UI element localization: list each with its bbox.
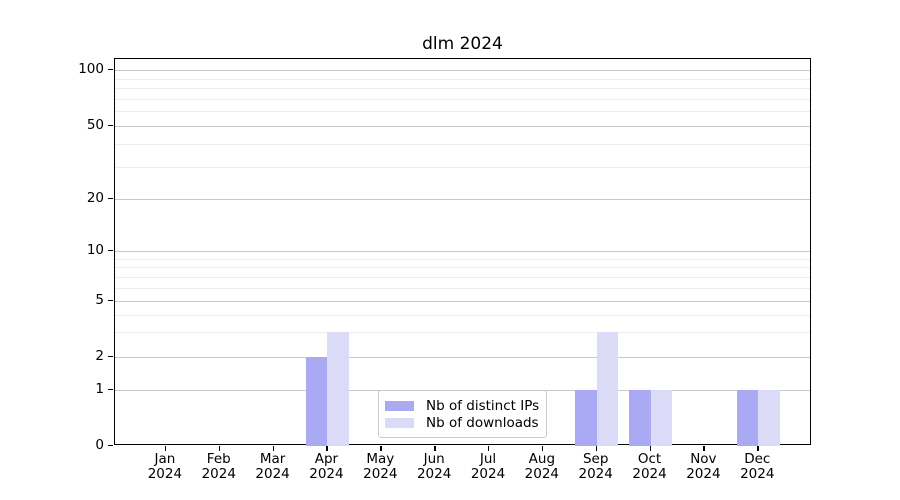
legend-entry-distinct-ips: Nb of distinct IPs <box>385 397 540 415</box>
x-tick-label: Feb 2024 <box>201 451 236 482</box>
bar-distinct-ips <box>736 389 759 446</box>
bar-distinct-ips <box>575 389 597 446</box>
legend-entry-downloads: Nb of downloads <box>385 415 540 433</box>
y-tick-label: 50 <box>86 117 104 133</box>
x-tick-label: Jul 2024 <box>470 451 506 482</box>
legend-swatch-downloads <box>385 418 414 429</box>
plot-area <box>114 58 811 446</box>
y-tick <box>108 250 113 252</box>
x-tick-label: Dec 2024 <box>740 451 775 482</box>
bar-distinct-ips <box>305 357 328 446</box>
x-tick-label: Oct 2024 <box>632 451 667 482</box>
gridline-minor <box>115 88 810 90</box>
y-tick <box>108 69 113 71</box>
chart-title: dlm 2024 <box>422 34 503 54</box>
x-tick <box>434 446 436 451</box>
x-tick-label: Jan 2024 <box>147 451 183 482</box>
bar-downloads <box>758 389 780 446</box>
x-tick-label: Apr 2024 <box>309 451 344 482</box>
x-tick <box>380 446 382 451</box>
gridline-major <box>115 251 810 252</box>
y-tick-label: 1 <box>95 380 104 397</box>
y-tick-label: 0 <box>95 437 104 453</box>
gridline-minor <box>115 267 810 269</box>
y-tick <box>108 198 113 200</box>
legend-label-distinct-ips: Nb of distinct IPs <box>426 397 540 414</box>
gridline-major <box>115 357 810 358</box>
x-tick-label: Mar 2024 <box>255 451 290 482</box>
y-tick-label: 5 <box>95 292 104 308</box>
x-tick <box>164 446 167 451</box>
x-tick-label: May 2024 <box>363 451 398 482</box>
x-tick-label: Jun 2024 <box>416 451 452 482</box>
gridline-minor <box>115 111 810 113</box>
x-tick <box>541 446 544 451</box>
gridline-major <box>115 199 810 200</box>
y-tick <box>108 356 113 358</box>
y-tick <box>108 445 113 447</box>
y-tick <box>108 125 113 127</box>
y-tick <box>108 388 113 390</box>
gridline-minor <box>115 314 810 316</box>
y-tick <box>108 300 113 302</box>
x-tick <box>703 446 705 451</box>
x-tick-label: Nov 2024 <box>686 451 721 482</box>
legend-label-downloads: Nb of downloads <box>426 415 539 432</box>
gridline-minor <box>115 332 810 334</box>
x-tick <box>595 446 598 451</box>
x-tick <box>218 446 221 451</box>
bar-distinct-ips <box>629 389 651 446</box>
x-tick-label: Sep 2024 <box>578 451 613 482</box>
legend: Nb of distinct IPs Nb of downloads <box>378 390 547 438</box>
x-tick <box>757 446 759 451</box>
x-tick <box>326 446 328 451</box>
gridline-major <box>115 126 810 127</box>
y-tick-label: 10 <box>86 242 104 258</box>
bar-downloads <box>650 389 673 446</box>
x-tick <box>649 446 651 451</box>
gridline-minor <box>115 287 810 289</box>
gridline-major <box>115 301 810 302</box>
gridline-minor <box>115 258 810 260</box>
gridline-minor <box>115 98 810 100</box>
x-tick <box>488 446 490 451</box>
x-tick <box>272 446 274 451</box>
y-tick-label: 2 <box>95 348 104 364</box>
gridline-minor <box>115 166 810 168</box>
gridline-minor <box>115 143 810 145</box>
gridline-major <box>115 70 810 71</box>
legend-swatch-distinct-ips <box>385 400 414 411</box>
y-tick-label: 20 <box>86 190 104 206</box>
y-tick-label: 100 <box>78 61 104 77</box>
gridline-minor <box>115 78 810 80</box>
bar-downloads <box>327 332 349 446</box>
bar-downloads <box>596 332 619 446</box>
x-tick-label: Aug 2024 <box>524 451 560 482</box>
gridline-minor <box>115 276 810 278</box>
